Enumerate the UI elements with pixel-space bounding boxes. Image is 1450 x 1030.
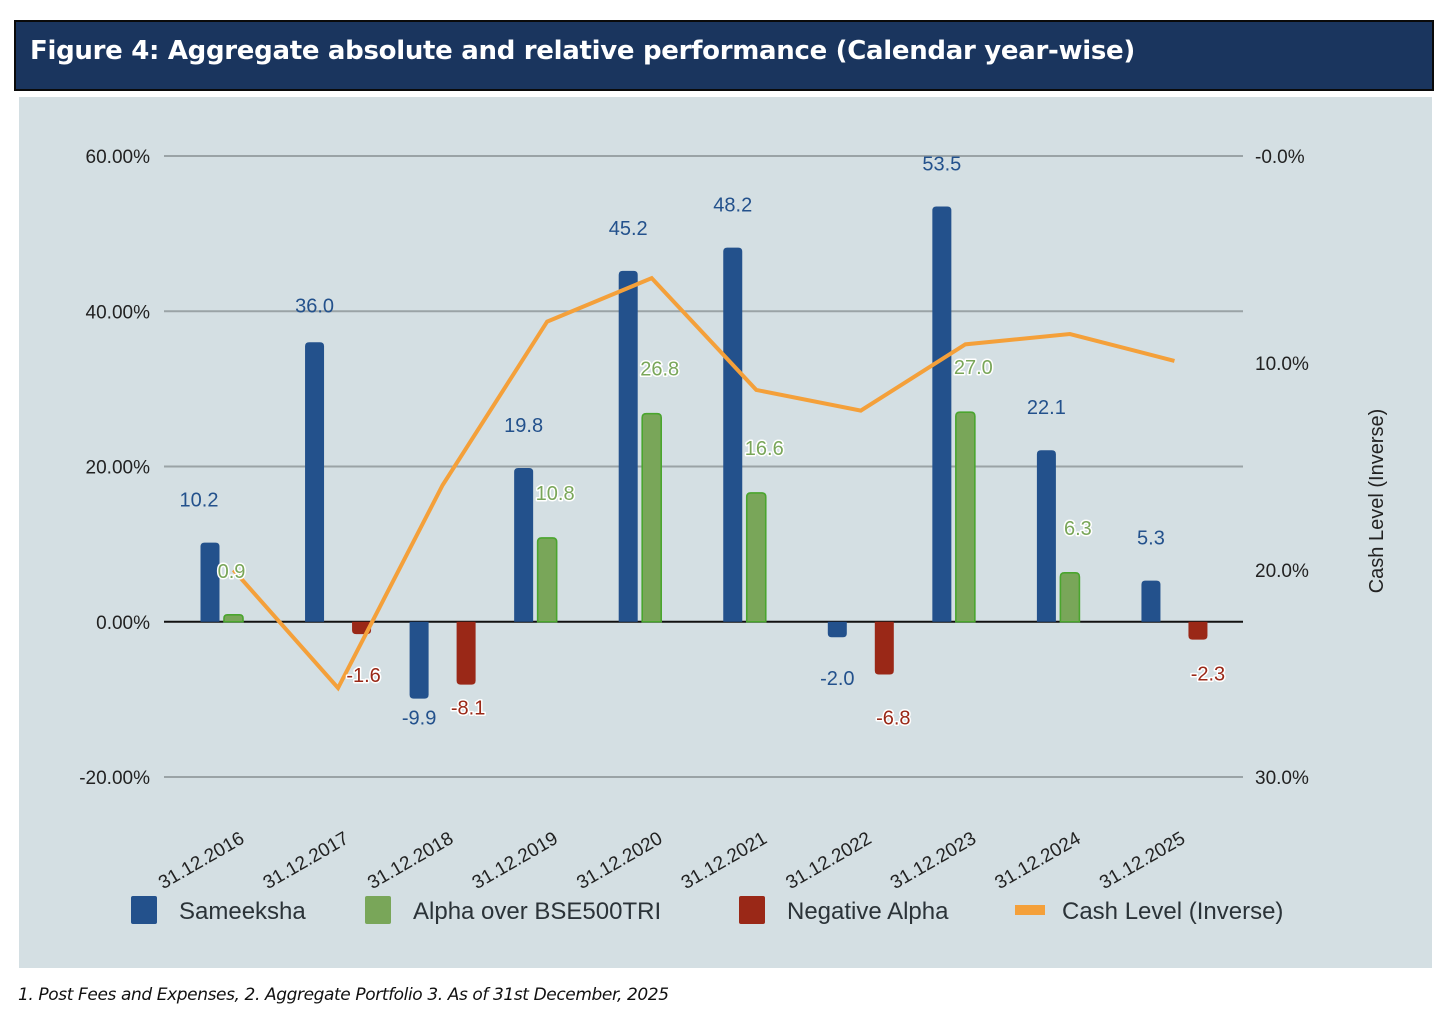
right-tick-label: 10.0% (1255, 354, 1309, 375)
left-tick-label: -20.00% (79, 768, 150, 789)
negative-alpha-bar (874, 621, 894, 675)
data-label: 6.3 (1064, 518, 1092, 540)
sameeksha-bar (723, 247, 743, 622)
legend-swatch-negative-alpha (739, 896, 765, 924)
legend: Sameeksha Alpha over BSE500TRI Negative Al… (131, 896, 1283, 925)
legend-swatch-cash-level (1015, 905, 1045, 915)
legend-label: Negative Alpha (787, 898, 949, 925)
right-axis-title: Cash Level (Inverse) (1366, 409, 1388, 594)
data-label: 10.8 (536, 483, 575, 505)
performance-chart: 60.00% 40.00% 20.00% 0.00% -20.00% -0.0% 10.0… (79, 147, 1388, 925)
legend-swatch-alpha (365, 896, 391, 924)
sameeksha-bar (305, 342, 325, 622)
left-axis-ticks: 60.00% 40.00% 20.00% 0.00% -20.00% (79, 147, 150, 789)
data-label: 19.8 (504, 415, 543, 437)
data-label: 48.2 (713, 195, 752, 217)
legend-item: Cash Level (Inverse) (1015, 898, 1283, 925)
alpha-bar (745, 492, 767, 623)
x-axis-ticks: 31.12.2016 31.12.2017 31.12.2018 31.12.2019… (155, 828, 1189, 894)
chart-panel: 60.00% 40.00% 20.00% 0.00% -20.00% -0.0% 10.0… (19, 97, 1432, 968)
sameeksha-bar (514, 468, 534, 622)
cash-level-line (232, 275, 1175, 692)
legend-label: Alpha over BSE500TRI (413, 898, 661, 925)
x-tick-label: 31.12.2017 (260, 828, 353, 894)
alpha-bar (536, 537, 558, 623)
data-label: 0.9 (218, 561, 246, 583)
right-tick-label: 20.0% (1255, 561, 1309, 582)
data-label: 10.2 (180, 490, 219, 512)
left-tick-label: 60.00% (86, 147, 151, 168)
left-tick-label: 40.00% (86, 302, 151, 323)
x-tick-label: 31.12.2022 (782, 828, 875, 894)
legend-item: Sameeksha (131, 896, 306, 925)
x-tick-label: 31.12.2020 (573, 828, 666, 894)
data-label: 27.0 (954, 357, 993, 379)
data-label: 53.5 (922, 153, 961, 175)
alpha-bar (641, 412, 662, 623)
sameeksha-bar (1141, 580, 1161, 622)
data-label: -1.6 (346, 665, 380, 687)
alpha-bar (955, 411, 976, 623)
gridlines (164, 155, 1243, 778)
data-label: 16.6 (745, 438, 784, 460)
data-label: 26.8 (640, 359, 679, 381)
x-tick-label: 31.12.2018 (364, 828, 457, 894)
data-label: -2.0 (820, 668, 854, 690)
data-label: -8.1 (451, 698, 485, 720)
data-label: -6.8 (876, 708, 910, 730)
data-label: 36.0 (295, 295, 334, 317)
alpha-bar (1059, 572, 1081, 623)
cash-line (232, 275, 1175, 692)
data-label: -9.9 (402, 708, 436, 730)
legend-item: Alpha over BSE500TRI (365, 896, 661, 925)
sameeksha-bar (618, 270, 638, 622)
negative-alpha-bar (456, 621, 476, 685)
sameeksha-bar (827, 621, 847, 638)
data-label: 22.1 (1027, 397, 1066, 419)
x-tick-label: 31.12.2021 (678, 828, 771, 894)
sameeksha-bar (932, 206, 952, 622)
x-tick-label: 31.12.2019 (469, 828, 562, 894)
x-tick-label: 31.12.2024 (992, 828, 1085, 894)
footnote: 1. Post Fees and Expenses, 2. Aggregate … (18, 985, 669, 1005)
sameeksha-bar (1036, 450, 1056, 622)
x-tick-label: 31.12.2023 (887, 828, 980, 894)
data-label: -2.3 (1191, 664, 1225, 686)
bars (200, 206, 1208, 699)
right-tick-label: 30.0% (1255, 768, 1309, 789)
negative-alpha-bar (1188, 621, 1208, 640)
left-tick-label: 0.00% (96, 613, 150, 634)
right-axis-ticks: -0.0% 10.0% 20.0% 30.0% (1255, 147, 1309, 789)
alpha-bar (223, 613, 244, 623)
figure-title: Figure 4: Aggregate absolute and relativ… (30, 36, 1135, 66)
legend-label: Cash Level (Inverse) (1062, 898, 1283, 925)
data-label: 5.3 (1137, 528, 1165, 550)
sameeksha-bar (409, 621, 429, 699)
right-tick-label: -0.0% (1255, 147, 1305, 168)
sameeksha-bar (200, 542, 220, 622)
x-tick-label: 31.12.2016 (155, 828, 248, 894)
legend-swatch-sameeksha (131, 896, 157, 924)
x-tick-label: 31.12.2025 (1096, 828, 1189, 894)
left-tick-label: 20.00% (86, 458, 151, 479)
legend-label: Sameeksha (179, 898, 306, 925)
legend-item: Negative Alpha (739, 896, 949, 925)
data-label: 45.2 (609, 218, 648, 240)
data-labels: 10.2 36.0 -9.9 19.8 45.2 48.2 -2.0 53.5 22.1 5.3 0… (180, 153, 1227, 731)
figure-header: Figure 4: Aggregate absolute and relativ… (14, 20, 1434, 91)
